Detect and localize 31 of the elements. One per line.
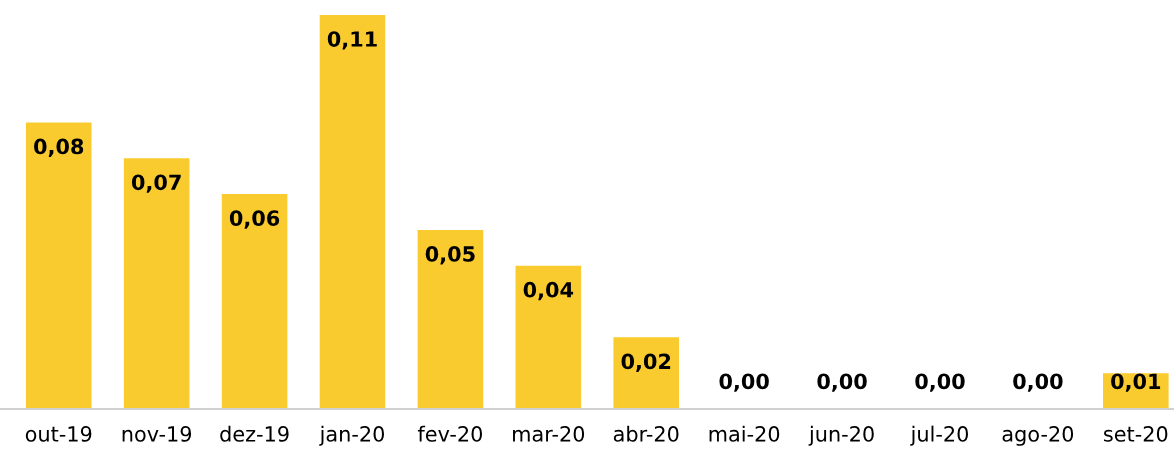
bar <box>123 158 190 409</box>
bar <box>613 337 680 409</box>
data-label: 0,08 <box>34 138 84 157</box>
x-tick-label: ago-20 <box>1002 426 1074 446</box>
x-tick-label: jun-20 <box>808 425 874 446</box>
x-tick-label: jan-20 <box>319 425 384 446</box>
data-label: 0,05 <box>425 246 475 265</box>
data-label: 0,00 <box>915 373 965 392</box>
data-label: 0,06 <box>229 210 280 229</box>
bar <box>515 265 582 409</box>
data-label: 0,02 <box>621 353 671 372</box>
x-tick-label: jul-20 <box>910 425 968 446</box>
bar <box>221 194 288 409</box>
bar <box>417 229 484 409</box>
data-label: 0,00 <box>817 373 867 392</box>
data-label: 0,00 <box>1013 373 1063 392</box>
data-label: 0,07 <box>131 174 181 193</box>
x-tick-label: mai-20 <box>709 425 780 442</box>
x-tick-label: mar-20 <box>513 426 585 442</box>
data-label: 0,11 <box>327 31 377 50</box>
data-label: 0,00 <box>719 373 769 392</box>
bar <box>319 15 386 409</box>
x-tick-label: set-20 <box>1104 426 1168 442</box>
x-tick-label: nov-19 <box>122 426 192 442</box>
x-tick-label: out-19 <box>25 426 92 442</box>
data-label: 0,04 <box>523 281 574 301</box>
x-tick-label: fev-20 <box>417 425 482 442</box>
x-tick-label: abr-20 <box>613 425 679 442</box>
bar <box>25 122 92 409</box>
data-label: 0,01 <box>1111 373 1161 392</box>
x-tick-label: dez-19 <box>220 425 289 442</box>
